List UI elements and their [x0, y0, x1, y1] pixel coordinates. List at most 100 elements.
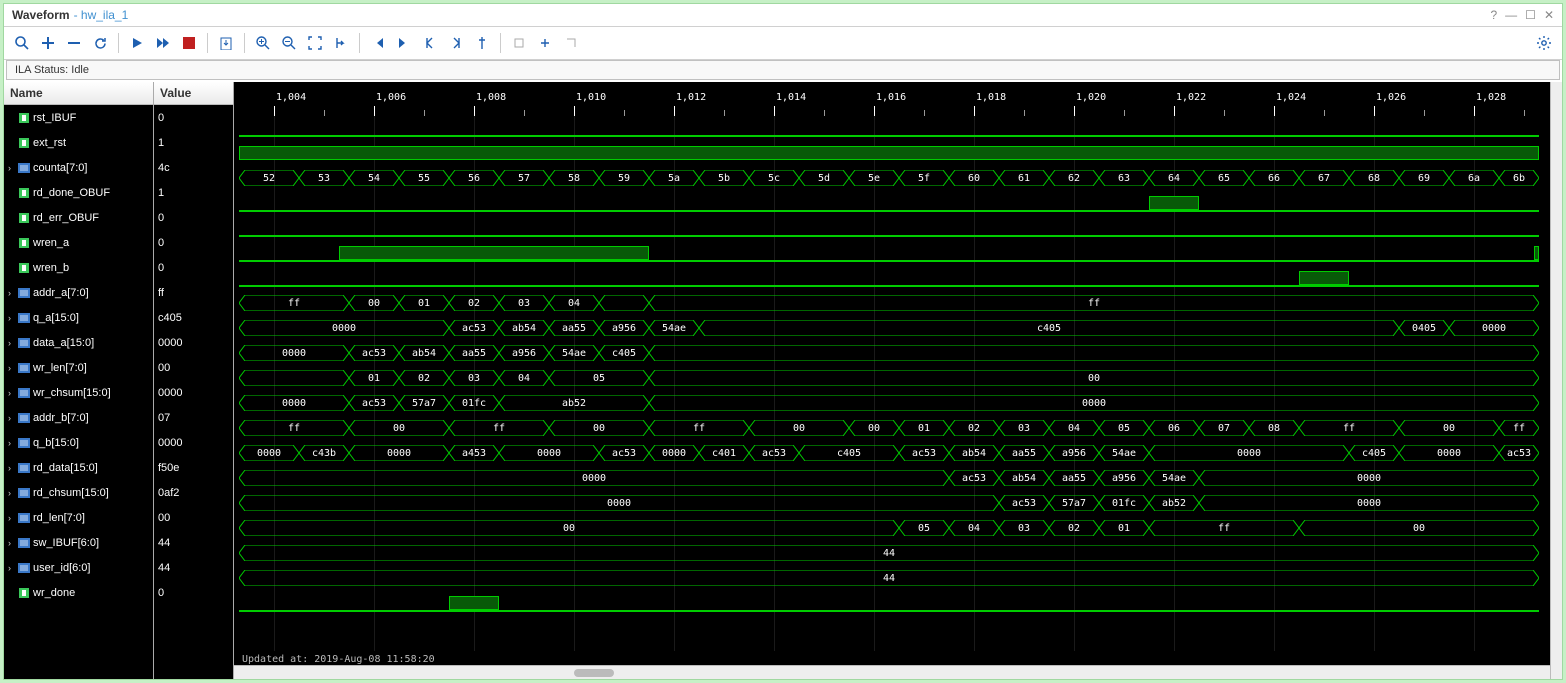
signal-label: addr_b[7:0]	[33, 412, 89, 424]
bus-signal-icon	[18, 412, 30, 424]
signal-name-row[interactable]: ›wr_chsum[15:0]	[4, 380, 153, 405]
zoom-fit-icon[interactable]	[303, 31, 327, 55]
expand-icon[interactable]: ›	[8, 363, 18, 373]
signal-name-row[interactable]: ›rd_chsum[15:0]	[4, 480, 153, 505]
wave-row[interactable]: 52535455565758595a5b5c5d5e5f606162636465…	[234, 166, 1550, 191]
gear-icon[interactable]	[1532, 31, 1556, 55]
plus-icon[interactable]	[36, 31, 60, 55]
prev-edge-icon[interactable]	[418, 31, 442, 55]
h-scroll-thumb[interactable]	[574, 669, 614, 677]
cursor-a-icon[interactable]	[507, 31, 531, 55]
signal-name-row[interactable]: ›data_a[15:0]	[4, 330, 153, 355]
maximize-icon[interactable]: ☐	[1525, 8, 1536, 22]
wave-row[interactable]: 0000ac5357a701fcab520000	[234, 491, 1550, 516]
main-area: Name rst_IBUFext_rst›counta[7:0]rd_done_…	[4, 82, 1562, 679]
signal-value: 1	[154, 180, 233, 205]
wave-row[interactable]: 0000ac53ab54aa55a95654aec40504050000	[234, 316, 1550, 341]
expand-icon[interactable]: ›	[8, 288, 18, 298]
cursor-c-icon[interactable]	[559, 31, 583, 55]
wave-row[interactable]	[234, 591, 1550, 616]
play-icon[interactable]	[125, 31, 149, 55]
bus-signal-icon	[18, 387, 30, 399]
wave-row[interactable]: 44	[234, 541, 1550, 566]
signal-name-row[interactable]: ›user_id[6:0]	[4, 555, 153, 580]
wave-row[interactable]: ff00ff00ff00000102030405060708ff00ff	[234, 416, 1550, 441]
h-scrollbar[interactable]	[234, 665, 1550, 679]
wave-row[interactable]: 0000ac5357a701fcab520000	[234, 391, 1550, 416]
ruler-tick-label: 1,010	[576, 92, 606, 103]
signal-name-row[interactable]: ›wr_len[7:0]	[4, 355, 153, 380]
v-scrollbar[interactable]	[1550, 82, 1562, 679]
expand-icon[interactable]: ›	[8, 463, 18, 473]
wave-row[interactable]: 0000c43b0000a4530000ac530000c401ac53c405…	[234, 441, 1550, 466]
search-icon[interactable]	[10, 31, 34, 55]
signal-name-row[interactable]: ›q_b[15:0]	[4, 430, 153, 455]
zoom-in-icon[interactable]	[251, 31, 275, 55]
expand-icon[interactable]: ›	[8, 413, 18, 423]
wave-row[interactable]	[234, 266, 1550, 291]
signal-name-row[interactable]: ›rd_data[15:0]	[4, 455, 153, 480]
wave-row[interactable]: 000504030201ff00	[234, 516, 1550, 541]
time-ruler[interactable]: 1,0041,0061,0081,0101,0121,0141,0161,018…	[234, 82, 1550, 116]
expand-icon[interactable]: ›	[8, 563, 18, 573]
signal-name-row[interactable]: wren_b	[4, 255, 153, 280]
signal-name-row[interactable]: › addr_b[7:0]	[4, 405, 153, 430]
signal-value: f50e	[154, 455, 233, 480]
signal-name-row[interactable]: ›sw_IBUF[6:0]	[4, 530, 153, 555]
expand-icon[interactable]: ›	[8, 488, 18, 498]
wave-row[interactable]: 44	[234, 566, 1550, 591]
bus-signal-icon	[18, 312, 30, 324]
ruler-tick-label: 1,014	[776, 92, 806, 103]
waves[interactable]: 52535455565758595a5b5c5d5e5f606162636465…	[234, 116, 1550, 665]
expand-icon[interactable]: ›	[8, 338, 18, 348]
signal-name-row[interactable]: rd_err_OBUF	[4, 205, 153, 230]
wave-row[interactable]: 0000ac53ab54aa55a95654ae0000	[234, 466, 1550, 491]
export-icon[interactable]	[214, 31, 238, 55]
expand-icon[interactable]: ›	[8, 313, 18, 323]
signal-name-row[interactable]: ›rd_len[7:0]	[4, 505, 153, 530]
minus-icon[interactable]	[62, 31, 86, 55]
minimize-icon[interactable]: —	[1505, 8, 1517, 22]
wave-row[interactable]	[234, 141, 1550, 166]
bit-signal-icon	[18, 212, 30, 224]
signal-name-row[interactable]: wren_a	[4, 230, 153, 255]
go-first-icon[interactable]	[366, 31, 390, 55]
updated-timestamp: Updated at: 2019-Aug-08 11:58:20	[242, 654, 435, 665]
wave-row[interactable]	[234, 241, 1550, 266]
wave-row[interactable]: ff0001020304ff	[234, 291, 1550, 316]
signal-name-row[interactable]: ›counta[7:0]	[4, 155, 153, 180]
wave-row[interactable]: 010203040500	[234, 366, 1550, 391]
zoom-out-icon[interactable]	[277, 31, 301, 55]
stop-icon[interactable]	[177, 31, 201, 55]
signal-name-row[interactable]: ›addr_a[7:0]	[4, 280, 153, 305]
signal-value: 07	[154, 405, 233, 430]
help-icon[interactable]: ?	[1490, 8, 1497, 22]
cursor-b-icon[interactable]	[533, 31, 557, 55]
add-marker-icon[interactable]	[470, 31, 494, 55]
signal-name-row[interactable]: ›q_a[15:0]	[4, 305, 153, 330]
close-icon[interactable]: ✕	[1544, 8, 1554, 22]
goto-marker-icon[interactable]	[329, 31, 353, 55]
wave-row[interactable]: 0000ac53ab54aa55a95654aec405	[234, 341, 1550, 366]
signal-name-row[interactable]: rd_done_OBUF	[4, 180, 153, 205]
bus-signal-icon	[18, 362, 30, 374]
go-last-icon[interactable]	[392, 31, 416, 55]
signal-name-row[interactable]: ext_rst	[4, 130, 153, 155]
wave-row[interactable]	[234, 191, 1550, 216]
expand-icon[interactable]: ›	[8, 438, 18, 448]
expand-icon[interactable]: ›	[8, 163, 18, 173]
signal-value: 0	[154, 105, 233, 130]
fast-forward-icon[interactable]	[151, 31, 175, 55]
signal-label: wren_b	[33, 262, 69, 274]
signal-name-row[interactable]: wr_done	[4, 580, 153, 605]
wave-row[interactable]	[234, 116, 1550, 141]
wave-row[interactable]	[234, 216, 1550, 241]
expand-icon[interactable]: ›	[8, 388, 18, 398]
expand-icon[interactable]: ›	[8, 513, 18, 523]
signal-name-row[interactable]: rst_IBUF	[4, 105, 153, 130]
wave-area[interactable]: 1,0041,0061,0081,0101,0121,0141,0161,018…	[234, 82, 1550, 679]
next-edge-icon[interactable]	[444, 31, 468, 55]
refresh-icon[interactable]	[88, 31, 112, 55]
signal-label: wr_done	[33, 587, 75, 599]
expand-icon[interactable]: ›	[8, 538, 18, 548]
